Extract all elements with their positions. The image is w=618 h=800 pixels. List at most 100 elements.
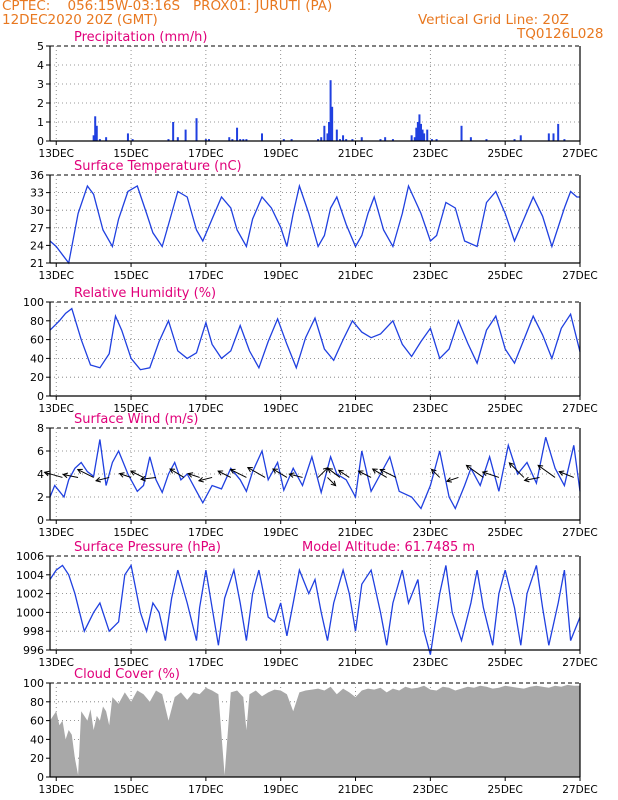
temp-ytick-label: 36 [30,169,44,182]
wind-ytick-label: 6 [37,445,44,458]
wind-arrow-shaft [247,467,266,478]
rh-panel: Relative Humidity (%) 0 20 40 60 80 100 13DEC 15… [23,286,598,415]
wind-arrow [337,469,350,478]
precip-bar [126,133,129,141]
precip-bar [176,137,179,141]
rh-title: Relative Humidity (%) [74,286,216,301]
precip-title: Precipitation (mm/h) [74,30,207,45]
wind-arrow [317,466,329,478]
wind-arrow [327,467,341,478]
wind-arrow [272,468,288,478]
precip-bar [415,127,418,141]
wind-arrow-shaft [217,470,232,478]
temp-panel: Surface Temperature (nC) 21 24 27 30 33 36 13DE… [30,159,598,282]
precip-bar [282,139,285,141]
precip-bar [342,135,345,141]
wind-arrow [327,477,337,487]
wind-arrow-shaft [446,476,459,482]
rh-xtick-label: 15DEC [113,403,148,415]
wind-arrow [129,470,144,478]
wind-arrow-head [445,477,452,483]
wind-arrow-shaft [188,473,200,478]
wind-arrow [465,464,484,478]
precip-bar [423,133,426,141]
wind-arrow [357,470,372,478]
rh-xtick-label: 21DEC [338,403,373,415]
precip-bar [338,139,341,141]
precip-bar [92,135,95,141]
wind-arrow-shaft [140,476,157,480]
temp-ytick-label: 24 [30,239,44,252]
precip-xtick-label: 23DEC [413,148,448,160]
wind-arrow [445,476,459,483]
wind-arrow-shaft [338,469,350,478]
temp-xtick-label: 23DEC [413,270,448,282]
rh-ytick-label: 0 [37,390,44,403]
wind-arrow-head [327,467,333,474]
wind-arrow-shaft [358,470,372,478]
precip-bar [95,125,98,141]
precip-bar [557,123,560,141]
precip-bar [105,137,108,141]
header-datetime: 12DEC2020 20Z (GMT) [2,12,158,28]
precip-bar [547,133,550,141]
wind-arrow-shaft [559,471,574,478]
precip-bar [326,133,329,141]
cloud-ytick-label: 0 [37,771,44,784]
header-code: TQ0126L028 [517,26,604,42]
wind-arrow [523,476,540,483]
pres-xtick-label: 27DEC [562,657,597,669]
header-grid-note: Vertical Grid Line: 20Z [418,12,569,28]
pres-line [49,563,581,655]
wind-arrow-head [379,468,386,474]
wind-arrow [229,468,247,478]
wind-arrow [246,467,266,478]
precip-bar [426,129,429,141]
temp-ytick-label: 33 [30,187,44,200]
pres-xtick-label: 23DEC [413,657,448,669]
pres-ytick-label: 998 [23,625,44,638]
precip-bar [317,139,320,141]
temp-xtick-label: 17DEC [188,270,223,282]
wind-xtick-label: 17DEC [188,527,223,539]
pres-xtick-label: 25DEC [487,657,522,669]
temp-xtick-label: 19DEC [263,270,298,282]
precip-bar [469,137,472,141]
precip-bar [410,135,413,141]
cloud-xtick-label: 17DEC [188,784,223,796]
precip-bar [329,80,332,141]
precip-ytick-label: 2 [37,97,44,110]
temp-title: Surface Temperature (nC) [74,159,242,174]
wind-xtick-label: 15DEC [113,527,148,539]
pres-ytick-label: 1002 [16,588,44,601]
precip-bar [245,139,248,141]
precip-xtick-label: 25DEC [487,148,522,160]
cloud-area [50,684,580,777]
precip-bar [418,114,421,141]
precip-ytick-label: 1 [37,116,44,129]
precip-bar [360,137,363,141]
precip-bar [391,139,394,141]
wind-arrow-shaft [169,468,185,478]
precip-ytick-label: 4 [37,59,44,72]
wind-arrow [62,472,79,479]
temp-ytick-label: 30 [30,204,44,217]
pres-ytick-label: 996 [23,644,44,657]
wind-arrow-shaft [95,476,110,482]
wind-arrow-shaft [508,462,525,478]
wind-arrow [371,468,387,478]
wind-arrow [537,464,556,478]
precip-bar [563,139,566,141]
rh-xtick-label: 23DEC [413,403,448,415]
wind-arrow-head [371,468,378,474]
precip-bar [331,106,334,141]
cloud-xtick-label: 15DEC [113,784,148,796]
rh-xtick-label: 13DEC [39,403,74,415]
wind-arrow-head [95,476,102,483]
pres-title: Surface Pressure (hPa) [74,540,221,555]
precip-bar [421,129,424,141]
precip-bar [236,127,239,141]
wind-arrow-head [558,470,565,476]
wind-arrow [118,472,132,478]
pres-ytick-label: 1000 [16,606,44,619]
